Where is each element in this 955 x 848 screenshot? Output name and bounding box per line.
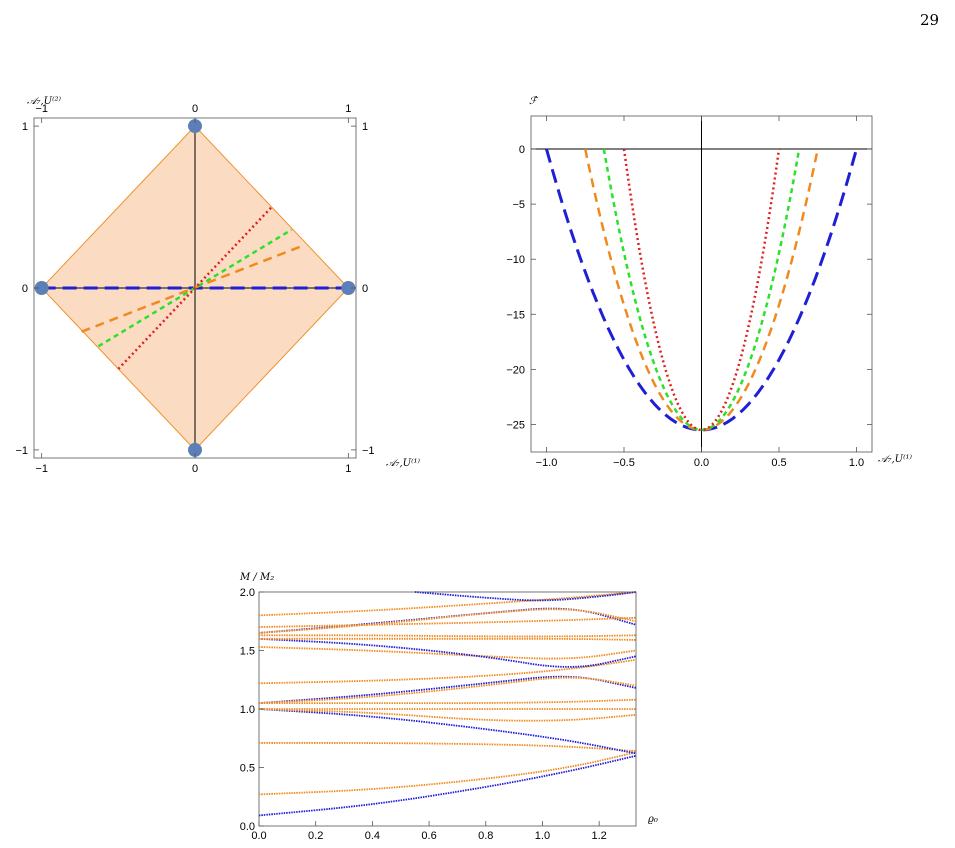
y-tick-label: 1.0	[240, 704, 255, 716]
y-axis-label: 𝒜₇,U⁽²⁾	[27, 96, 62, 107]
x-tick-label: −0.5	[613, 457, 635, 469]
y-tick-label-right: 0	[362, 283, 368, 295]
y-tick-label-right: 1	[362, 121, 368, 133]
vertex-marker	[188, 442, 202, 457]
spectrum-curve-blue	[414, 591, 637, 602]
spectrum-curve-orange	[258, 708, 637, 722]
y-tick-label: 0.0	[240, 821, 255, 833]
spectrum-curve-blue	[258, 754, 637, 817]
y-tick-label: −5	[512, 199, 525, 211]
y-tick-label: −10	[506, 254, 525, 266]
x-tick-label: 1.2	[592, 830, 607, 842]
spectrum-curve-orange	[258, 751, 637, 796]
y-tick-label: −1	[15, 445, 28, 457]
page-number: 29	[920, 11, 940, 29]
x-tick-label: 0.0	[251, 830, 266, 842]
x-tick-label: 1	[345, 463, 351, 475]
x-tick-label-top: −1	[35, 103, 48, 115]
x-tick-label: −1	[35, 463, 48, 475]
y-tick-label: 0	[22, 283, 28, 295]
y-tick-label: −15	[506, 309, 525, 321]
spectrum-curve-blue	[258, 637, 637, 668]
series-curve-orange	[584, 148, 819, 432]
spectrum-curve-orange	[259, 637, 637, 641]
x-tick-label: 0.8	[478, 830, 493, 842]
spectrum-curve-blue	[258, 708, 637, 755]
y-tick-label: 2.0	[240, 587, 255, 599]
x-tick-label: 0.5	[771, 457, 786, 469]
x-tick-label: 1.0	[535, 830, 550, 842]
x-axis-label: 𝒜₇,U⁽¹⁾	[386, 458, 421, 469]
y-axis-label: M / M₂	[239, 572, 274, 583]
spectrum-curve-orange	[258, 676, 637, 705]
y-tick-label: −20	[506, 364, 525, 376]
x-tick-label: 0.2	[308, 830, 323, 842]
spectrum-curve-orange	[258, 616, 637, 628]
x-tick-label-top: 1	[345, 103, 351, 115]
spectrum-curve-orange	[258, 658, 637, 685]
y-tick-label: 0	[519, 144, 525, 156]
x-axis-label: ϱ₀	[648, 814, 658, 825]
x-axis-label: 𝒜₇,U⁽¹⁾	[878, 454, 913, 465]
x-tick-label: −1.0	[536, 457, 558, 469]
x-tick-label: 0.0	[694, 457, 709, 469]
spectrum-curve-orange	[258, 591, 637, 617]
series-line-orange	[81, 244, 303, 333]
x-tick-label: 0.6	[421, 830, 436, 842]
y-axis-label: ℱ̂	[529, 96, 539, 107]
vertex-marker	[34, 281, 49, 295]
y-tick-label: 0.5	[240, 763, 255, 775]
spectrum-curve-orange	[259, 634, 637, 638]
y-tick-label: −25	[506, 419, 525, 431]
spectrum-curve-blue	[258, 607, 637, 634]
spectrum-curve-orange	[259, 742, 637, 753]
y-tick-label: 1.5	[240, 646, 255, 658]
x-tick-label: 0.4	[365, 830, 380, 842]
y-tick-label-right: −1	[362, 445, 375, 457]
x-tick-label: 0	[192, 463, 198, 475]
spectrum-curve-orange	[258, 608, 637, 634]
x-tick-label-top: 0	[192, 103, 198, 115]
series-curve-green	[602, 148, 801, 432]
vertex-marker	[188, 119, 202, 134]
y-tick-label: 1	[22, 121, 28, 133]
vertex-marker	[341, 281, 356, 295]
spectrum-curve-orange	[259, 698, 637, 705]
x-tick-label: 1.0	[849, 457, 864, 469]
series-line-red	[117, 206, 273, 370]
